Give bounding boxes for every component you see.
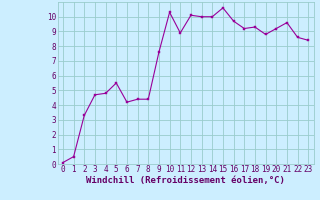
X-axis label: Windchill (Refroidissement éolien,°C): Windchill (Refroidissement éolien,°C)	[86, 176, 285, 185]
